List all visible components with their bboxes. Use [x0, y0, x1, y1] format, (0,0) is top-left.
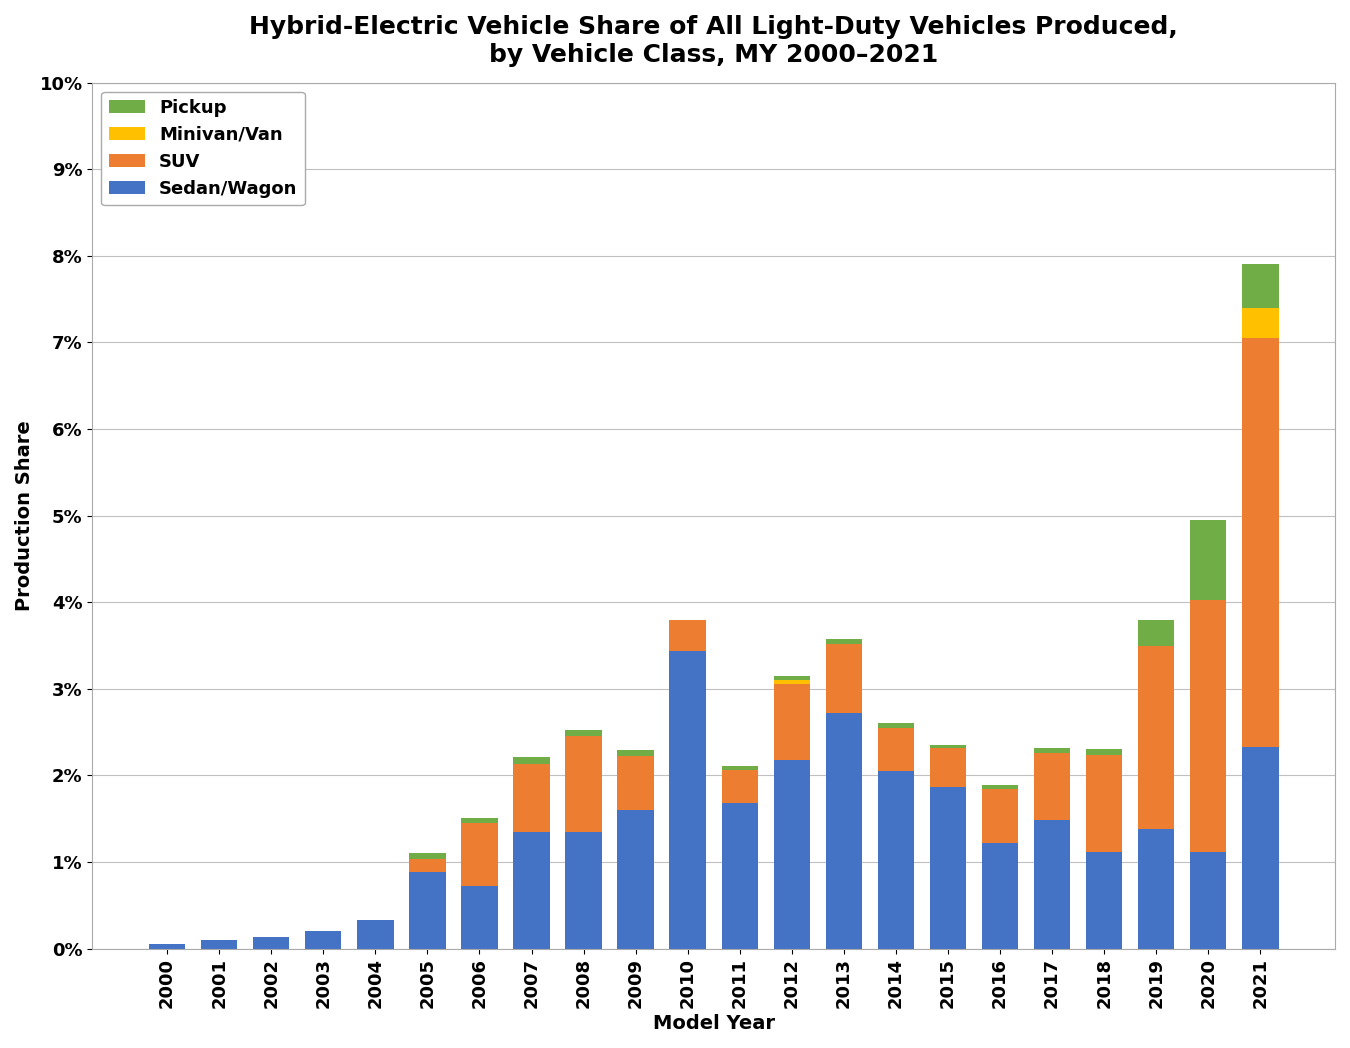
- Bar: [721, 770, 757, 803]
- Bar: [148, 944, 185, 948]
- Bar: [774, 680, 810, 684]
- Bar: [1242, 308, 1278, 339]
- Bar: [566, 729, 602, 737]
- Bar: [1189, 852, 1226, 948]
- Bar: [981, 843, 1018, 948]
- Bar: [1085, 749, 1122, 755]
- Title: Hybrid-Electric Vehicle Share of All Light-Duty Vehicles Produced,
by Vehicle Cl: Hybrid-Electric Vehicle Share of All Lig…: [250, 15, 1179, 67]
- Bar: [617, 810, 653, 948]
- Bar: [981, 789, 1018, 843]
- X-axis label: Model Year: Model Year: [652, 1014, 775, 1033]
- Bar: [1138, 829, 1174, 948]
- Bar: [826, 643, 863, 713]
- Bar: [1034, 747, 1071, 752]
- Bar: [981, 785, 1018, 789]
- Bar: [1034, 752, 1071, 821]
- Bar: [462, 823, 498, 887]
- Legend: Pickup, Minivan/Van, SUV, Sedan/Wagon: Pickup, Minivan/Van, SUV, Sedan/Wagon: [101, 91, 305, 205]
- Bar: [409, 872, 446, 948]
- Bar: [878, 723, 914, 727]
- Bar: [462, 887, 498, 948]
- Bar: [252, 937, 289, 948]
- Bar: [513, 764, 549, 832]
- Bar: [409, 859, 446, 872]
- Y-axis label: Production Share: Production Share: [15, 420, 34, 611]
- Bar: [826, 713, 863, 948]
- Bar: [774, 684, 810, 760]
- Bar: [513, 758, 549, 764]
- Bar: [721, 766, 757, 770]
- Bar: [305, 932, 342, 948]
- Bar: [1138, 646, 1174, 829]
- Bar: [1085, 755, 1122, 852]
- Bar: [1138, 619, 1174, 646]
- Bar: [1242, 264, 1278, 308]
- Bar: [774, 760, 810, 948]
- Bar: [670, 620, 706, 651]
- Bar: [930, 745, 967, 747]
- Bar: [774, 676, 810, 680]
- Bar: [1189, 601, 1226, 852]
- Bar: [1085, 852, 1122, 948]
- Bar: [670, 651, 706, 948]
- Bar: [878, 771, 914, 948]
- Bar: [617, 757, 653, 810]
- Bar: [878, 727, 914, 771]
- Bar: [462, 817, 498, 823]
- Bar: [201, 940, 238, 948]
- Bar: [1189, 520, 1226, 601]
- Bar: [358, 920, 394, 948]
- Bar: [1034, 821, 1071, 948]
- Bar: [409, 853, 446, 859]
- Bar: [617, 750, 653, 757]
- Bar: [826, 639, 863, 643]
- Bar: [566, 737, 602, 832]
- Bar: [1242, 747, 1278, 948]
- Bar: [721, 803, 757, 948]
- Bar: [1242, 339, 1278, 747]
- Bar: [930, 747, 967, 787]
- Bar: [566, 832, 602, 948]
- Bar: [513, 832, 549, 948]
- Bar: [930, 787, 967, 948]
